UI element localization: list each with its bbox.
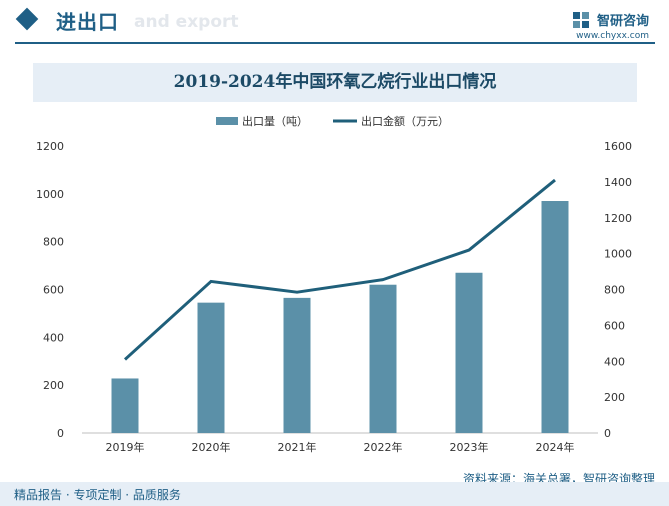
y-left-tick-label: 1200 xyxy=(36,140,64,153)
footer-slogan: 精品报告 · 专项定制 · 品质服务 xyxy=(14,488,181,502)
legend-label-bar: 出口量（吨） xyxy=(242,114,308,128)
page-title: 进出口 xyxy=(56,10,119,34)
y-left-tick-label: 800 xyxy=(43,236,64,249)
x-tick-label: 2023年 xyxy=(450,440,489,454)
y-right-tick-label: 0 xyxy=(604,427,611,440)
y-left-tick-label: 400 xyxy=(43,331,64,344)
bar xyxy=(455,272,483,433)
legend-swatch-bar xyxy=(216,117,238,125)
bar xyxy=(369,284,397,433)
page-header: 进出口 and export 智研咨询 www.chyxx.com xyxy=(0,0,669,48)
y-right-tick-label: 200 xyxy=(604,391,625,404)
chart-title-bar: 2019-2024年中国环氧乙烷行业出口情况 xyxy=(33,63,637,102)
footer-bar: 精品报告 · 专项定制 · 品质服务 xyxy=(0,482,669,506)
brand-url: www.chyxx.com xyxy=(576,31,649,41)
bar xyxy=(111,378,139,433)
y-left-tick-label: 600 xyxy=(43,284,64,297)
y-right-tick-label: 400 xyxy=(604,355,625,368)
y-right-tick-label: 1200 xyxy=(604,212,632,225)
x-tick-label: 2021年 xyxy=(278,440,317,454)
y-right-tick-label: 800 xyxy=(604,284,625,297)
brand-name: 智研咨询 xyxy=(596,14,649,29)
header-divider xyxy=(15,42,655,44)
bar xyxy=(283,297,311,433)
x-tick-label: 2020年 xyxy=(192,440,231,454)
x-tick-label: 2022年 xyxy=(364,440,403,454)
page-subtitle: and export xyxy=(134,12,239,32)
bar xyxy=(541,201,569,433)
y-left-tick-label: 0 xyxy=(57,427,64,440)
chart-title: 2019-2024年中国环氧乙烷行业出口情况 xyxy=(173,72,497,92)
legend-label-line: 出口金额（万元） xyxy=(361,114,449,128)
brand-logo-icon xyxy=(572,11,589,28)
chart: 出口量（吨） 出口金额（万元） 0 200 400 600 800 1000 1200 0 200 4… xyxy=(36,114,632,454)
bar xyxy=(197,302,225,433)
x-tick-label: 2019年 xyxy=(106,440,145,454)
brand: 智研咨询 www.chyxx.com xyxy=(572,9,649,41)
series-line-export-value xyxy=(123,178,556,361)
y-left-tick-label: 1000 xyxy=(36,188,64,201)
diamond-icon xyxy=(15,7,39,31)
y-left-tick-label: 200 xyxy=(43,379,64,392)
y-right-tick-label: 1000 xyxy=(604,248,632,261)
y-right-tick-label: 600 xyxy=(604,319,625,332)
y-right-tick-label: 1600 xyxy=(604,140,632,153)
y-right-tick-label: 1400 xyxy=(604,176,632,189)
x-tick-label: 2024年 xyxy=(536,440,575,454)
